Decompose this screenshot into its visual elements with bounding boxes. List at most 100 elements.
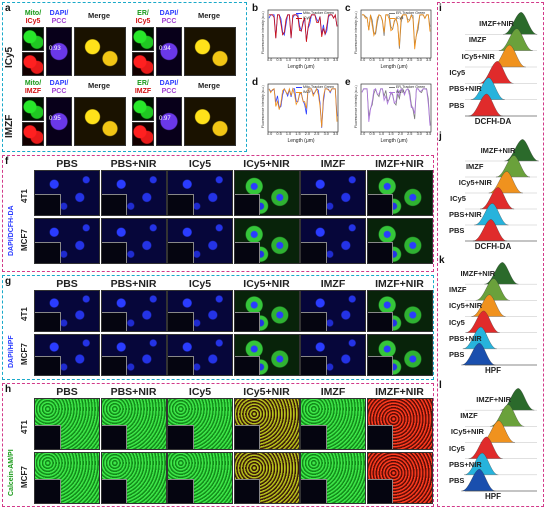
dapi-pcc-image: 0.95 [46, 97, 72, 146]
dapi-label-bottom: PCC [51, 18, 67, 25]
pcc-value: 0.94 [159, 46, 171, 52]
fluorescence-image [233, 452, 300, 504]
panel-label-f: f [5, 156, 9, 167]
inset-image [101, 193, 128, 215]
x-tick-label: 2.0 [397, 58, 403, 62]
inset-image [367, 425, 394, 449]
x-tick-label: 2.0 [304, 58, 310, 62]
histogram-x-label: HPF [485, 366, 501, 375]
red-channel-image [132, 122, 154, 146]
x-axis-label: Length (μm) [380, 64, 408, 70]
legend-entry: IMZF [296, 90, 311, 94]
legend-swatch [296, 17, 302, 19]
column-header-1: PBS+NIR [110, 158, 157, 170]
fluorescence-image [167, 334, 233, 376]
x-tick-label: 1.0 [285, 58, 292, 62]
fluorescence-image [300, 170, 366, 216]
histogram-peak [498, 28, 533, 51]
fluorescence-image [233, 218, 300, 264]
histogram-label: IMZF [449, 285, 467, 295]
inset-image [168, 311, 194, 331]
fluorescence-image [34, 334, 100, 376]
column-header-5: IMZF+NIR [375, 158, 424, 170]
panel-label-g: g [5, 276, 12, 287]
histogram-label: IMZF+NIR [476, 395, 512, 404]
histogram-label: IMZF [468, 35, 487, 45]
histogram-label: IMZF+NIR [479, 19, 514, 28]
column-header-4: IMZF [320, 158, 346, 170]
histogram-peak [480, 187, 515, 210]
fluorescence-image [366, 398, 433, 450]
histogram-peak [461, 469, 496, 492]
y-axis-label: Fluorescence intensity (a.u.) [354, 11, 358, 54]
y-axis-label: Fluorescence intensity (a.u.) [354, 85, 358, 128]
inset-image [234, 311, 261, 331]
legend-text: Mito-Tracker Green [303, 11, 335, 15]
line-plot-c: ER-Tracker Green ICy5 Fluorescence intensi… [354, 8, 433, 78]
histogram-label: ICy5+NIR [450, 427, 484, 437]
stain-side-label: Calcein-AM/PI [8, 449, 15, 496]
fluorescence-image [167, 452, 233, 504]
x-tick-label: 2.5 [407, 132, 413, 136]
x-tick-label: 0.0 [360, 58, 366, 62]
line-plot-b: Mito-Tracker Green ICy5 Fluorescence inten… [261, 8, 340, 78]
legend-entry: ICy5 [296, 16, 310, 20]
panel-label-k: k [439, 255, 445, 266]
dapi-label-top: DAPI/ [49, 10, 69, 17]
x-tick-label: 3.5 [426, 58, 432, 62]
histogram-label: ICy5 [449, 443, 465, 453]
line-plot-e: ER-Tracker Green IMZF Fluorescence intensi… [354, 82, 433, 152]
merge-label: Merge [197, 11, 221, 20]
dapi-pcc-image: 0.93 [46, 27, 72, 76]
histogram-label: IMZF+NIR [460, 269, 496, 278]
histogram-peak [474, 203, 509, 226]
x-tick-label: 0.0 [360, 132, 366, 136]
inset-image [234, 479, 261, 503]
inset-image [168, 479, 194, 503]
dapi-label-top: DAPI/ [159, 10, 179, 17]
y-axis-label: Fluorescence intensity (a.u.) [261, 85, 265, 128]
histogram-label: PBS [449, 475, 465, 485]
legend-swatch [389, 86, 395, 88]
cell-line-label: MCF7 [20, 466, 29, 488]
histogram-peak [503, 12, 538, 35]
histogram-peak [475, 278, 510, 301]
fluorescence-image [366, 334, 433, 376]
inset-image [101, 241, 128, 263]
legend-text: ER-Tracker Green [396, 11, 426, 15]
histogram-peak [472, 219, 507, 242]
legend-entry: ICy5 [389, 16, 403, 20]
histogram-label: ICy5 [449, 317, 465, 327]
inset-image [234, 425, 261, 449]
merge-label: Merge [87, 11, 111, 20]
stain-label-top: Mito/ [24, 10, 42, 17]
legend-text: ER-Tracker Green [396, 85, 426, 89]
trace-1 [268, 87, 338, 128]
x-tick-label: 2.5 [314, 58, 320, 62]
column-header-3: ICy5+NIR [243, 278, 290, 290]
inset-image [101, 425, 128, 449]
histogram-j: IMZF+NIR IMZF ICy5+NIR ICy5 PBS+NIR PBS DCFH-D… [445, 137, 541, 251]
panel-label-c: c [345, 3, 351, 14]
x-tick-label: 3.5 [426, 132, 432, 136]
green-channel-image [22, 27, 44, 51]
column-header-2: ICy5 [188, 278, 212, 290]
stain-label: ER/IMZF [132, 80, 154, 96]
fluorescence-image [34, 218, 100, 264]
dapi-label: DAPI/PCC [46, 80, 72, 96]
inset-image [35, 241, 61, 263]
pcc-value: 0.97 [159, 116, 171, 122]
x-tick-label: 1.5 [388, 58, 394, 62]
fluorescence-image [34, 398, 100, 450]
legend-text: Mito-Tracker Green [303, 85, 335, 89]
histogram-label: ICy5 [450, 194, 466, 203]
fluorescence-image [100, 290, 167, 332]
stain-side-label: DAPI/DCFH-DA [8, 205, 15, 256]
y-axis-label: Fluorescence intensity (a.u.) [261, 11, 265, 54]
x-tick-label: 2.0 [397, 132, 403, 136]
stain-label: Mito/IMZF [22, 80, 44, 96]
panel-label-j: j [439, 131, 442, 142]
dapi-label: DAPI/PCC [46, 10, 72, 26]
inset-image [101, 311, 128, 331]
legend-swatch [389, 12, 395, 14]
